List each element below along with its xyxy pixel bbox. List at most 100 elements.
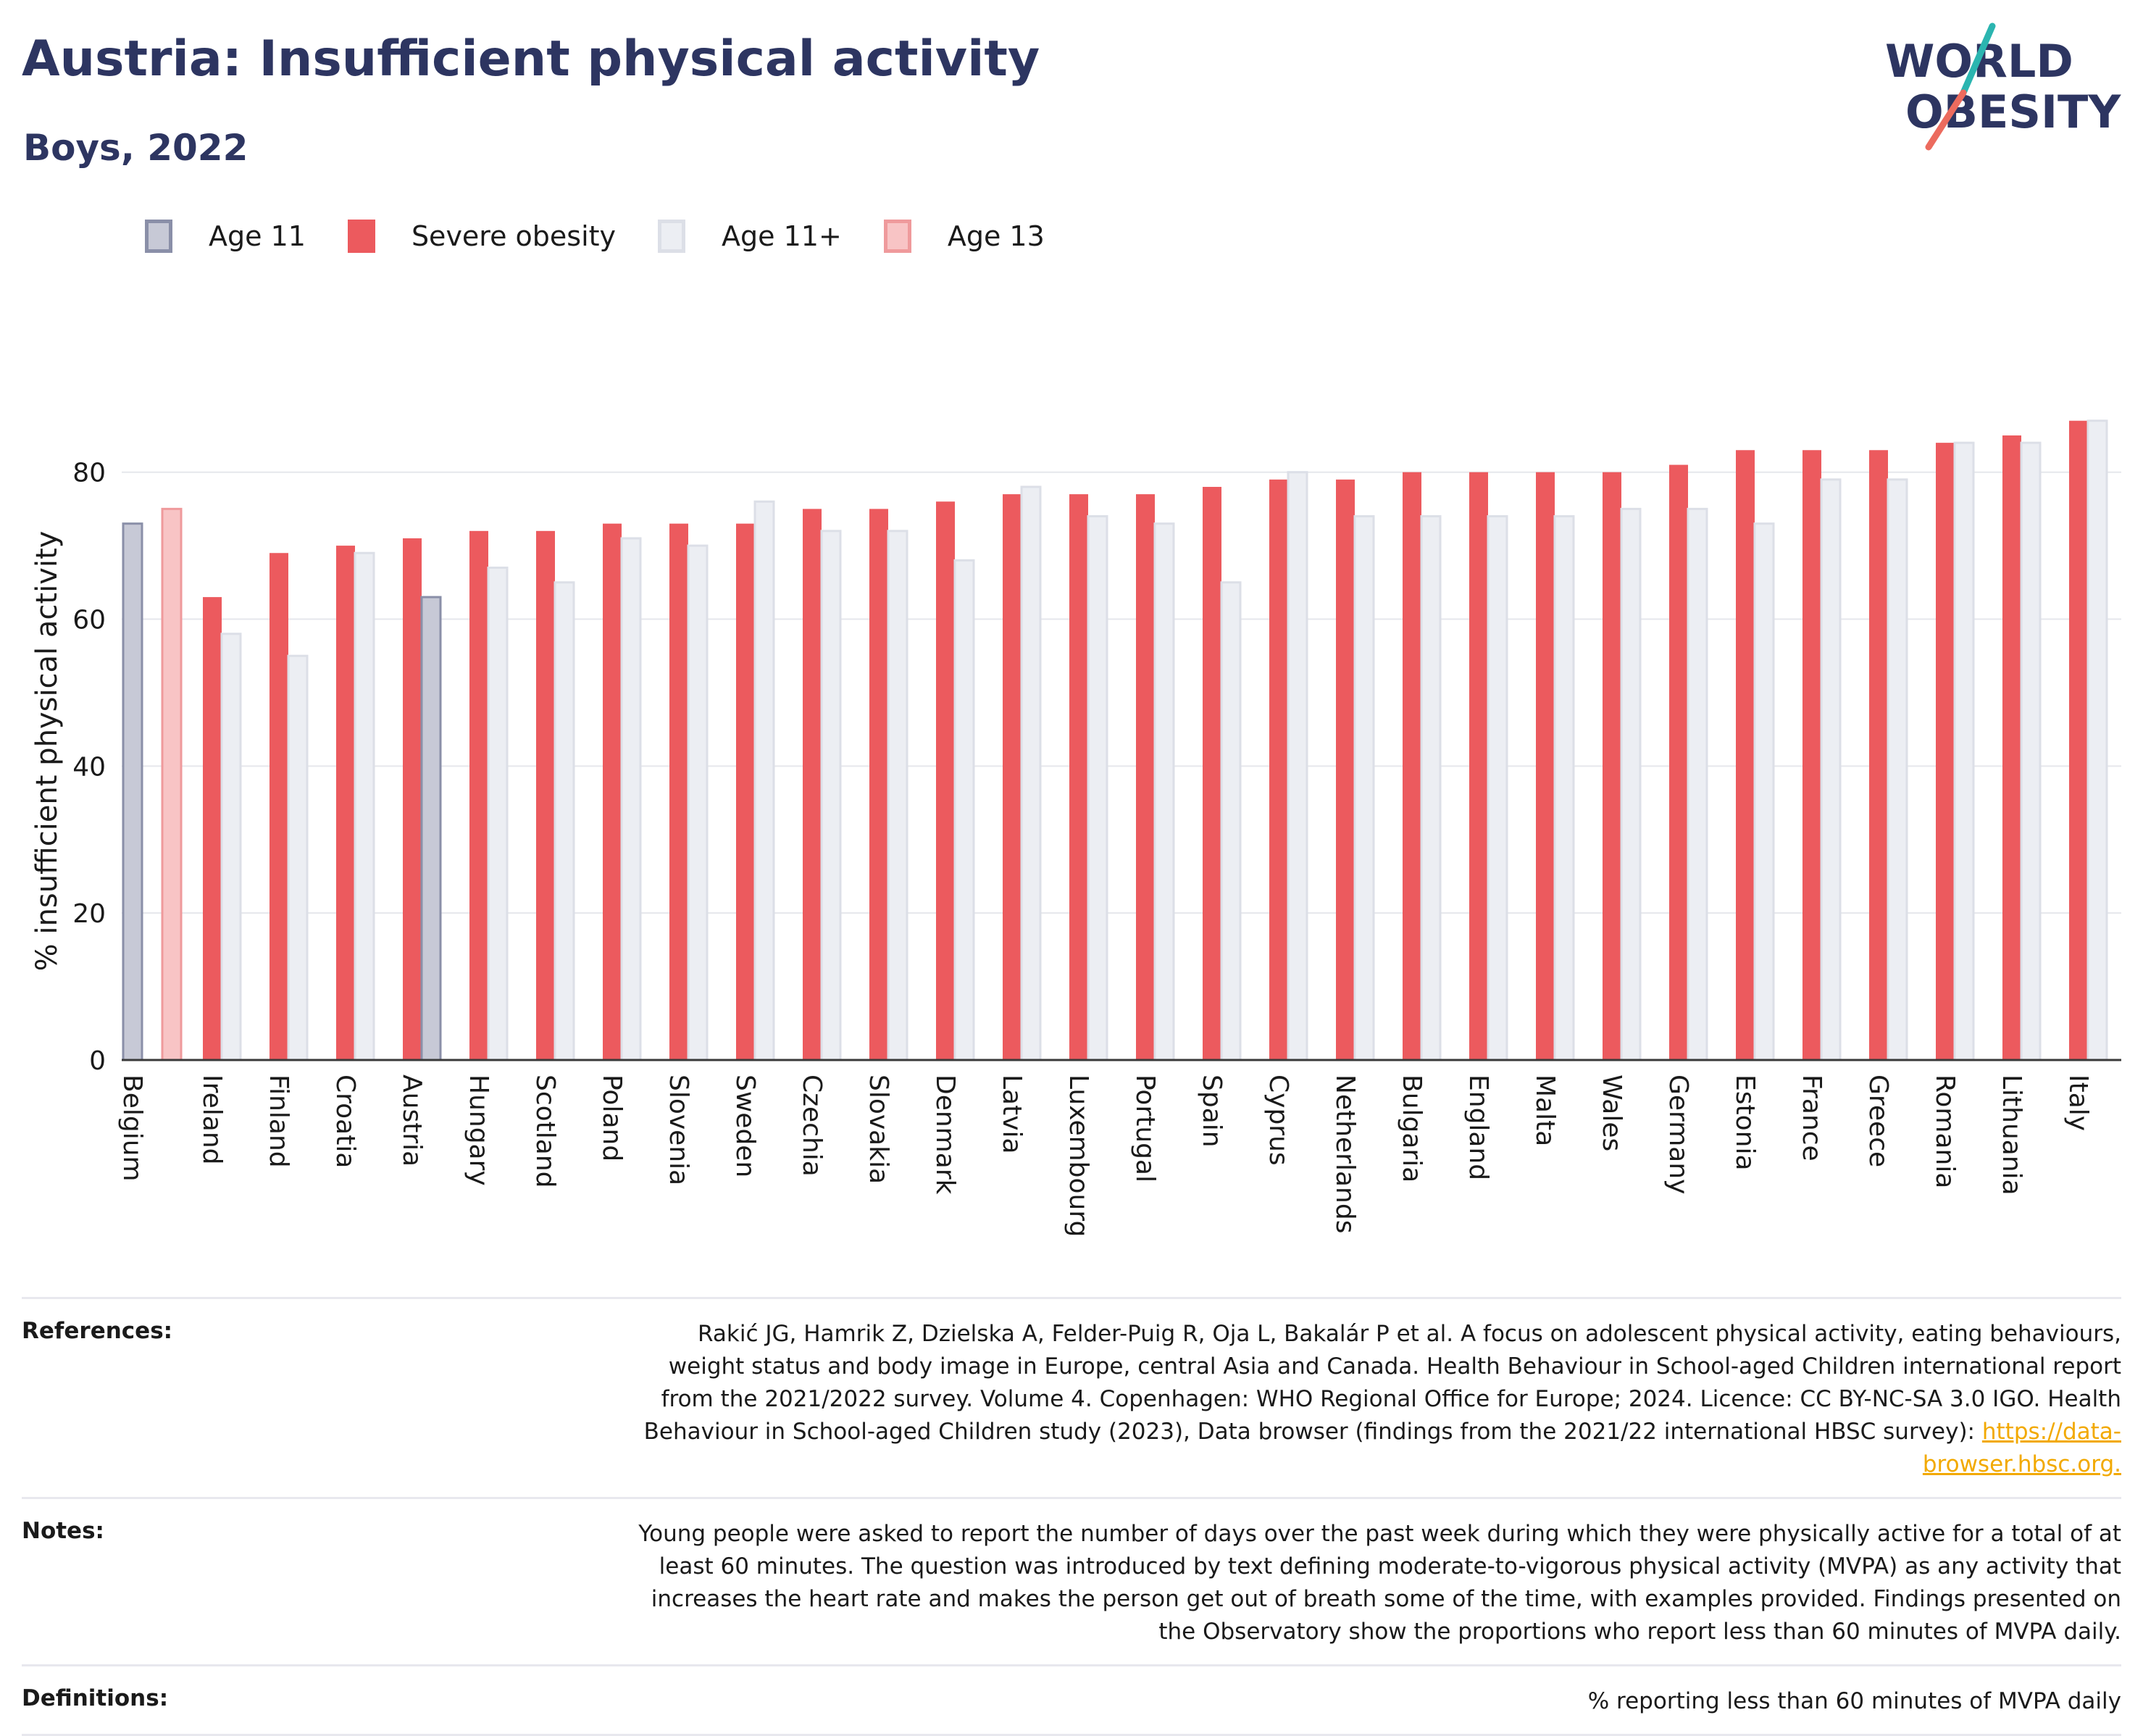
x-tick-label: Bulgaria — [1397, 1074, 1426, 1182]
definitions-label: Definitions: — [22, 1685, 169, 1711]
x-tick-label: Poland — [597, 1074, 627, 1161]
bar-severe-obesity-malta — [1536, 472, 1555, 1060]
bar-age-11--finland — [287, 654, 309, 1061]
bar-age-11--england — [1487, 515, 1508, 1061]
references-text: Rakić JG, Hamrik Z, Dzielska A, Felder-P… — [629, 1318, 2121, 1481]
x-tick-label: Denmark — [930, 1074, 960, 1195]
x-tick-label: Malta — [1530, 1074, 1560, 1146]
legend-label-age-13: Age 13 — [947, 220, 1045, 252]
definitions-text: % reporting less than 60 minutes of MVPA… — [1587, 1688, 2121, 1714]
bar-age-11-belgium — [122, 522, 143, 1061]
x-tick-label: Wales — [1597, 1074, 1626, 1151]
bar-severe-obesity-cyprus — [1269, 479, 1288, 1060]
bar-age-13-belgium — [161, 507, 183, 1061]
legend-item-age-11[interactable]: Age 11 — [145, 220, 306, 253]
x-tick-label: Slovakia — [864, 1074, 893, 1184]
bar-age-11--slovakia — [887, 530, 908, 1061]
bar-severe-obesity-croatia — [336, 546, 355, 1060]
hbsc-data-browser-link[interactable]: https://data-browser.hbsc.org. — [1922, 1419, 2121, 1477]
y-tick-label: 80 — [72, 459, 106, 488]
bar-age-11--malta — [1553, 515, 1575, 1061]
bar-severe-obesity-denmark — [936, 501, 955, 1060]
x-tick-label: Scotland — [530, 1074, 560, 1188]
legend-label-age-11: Age 11 — [209, 220, 306, 252]
bar-age-11--bulgaria — [1420, 515, 1442, 1061]
x-tick-label: Estonia — [1730, 1074, 1760, 1171]
bar-severe-obesity-bulgaria — [1403, 472, 1421, 1060]
legend-item-severe-obesity[interactable]: Severe obesity — [347, 220, 617, 253]
y-axis-label: % insufficient physical activity — [30, 531, 64, 972]
x-tick-label: Austria — [397, 1074, 427, 1167]
x-tick-label: Sweden — [730, 1074, 760, 1177]
chart-footer: References: Rakić JG, Hamrik Z, Dzielska… — [22, 1297, 2121, 1736]
x-tick-label: Romania — [1930, 1074, 1960, 1188]
logo-slash-teal — [1960, 22, 1996, 96]
references-body: Rakić JG, Hamrik Z, Dzielska A, Felder-P… — [643, 1321, 2121, 1445]
bar-severe-obesity-netherlands — [1336, 479, 1355, 1060]
x-tick-label: Germany — [1663, 1074, 1693, 1194]
bar-severe-obesity-england — [1469, 472, 1488, 1060]
x-tick-label: Lithuania — [1997, 1074, 2026, 1195]
x-tick-label: Luxembourg — [1064, 1074, 1093, 1237]
legend-swatch-severe-obesity — [347, 220, 375, 253]
bar-age-11--germany — [1687, 507, 1708, 1061]
bar-severe-obesity-lithuania — [2002, 435, 2021, 1060]
bar-age-11--poland — [620, 537, 642, 1061]
x-tick-label: Croatia — [330, 1074, 360, 1168]
world-obesity-logo: WORLD OBESITY — [1885, 22, 2121, 151]
x-tick-label: Netherlands — [1330, 1074, 1360, 1233]
legend-label-severe-obesity: Severe obesity — [411, 220, 617, 252]
bar-severe-obesity-spain — [1203, 486, 1221, 1060]
x-tick-label: Spain — [1197, 1074, 1227, 1148]
notes-row: Notes: Young people were asked to report… — [22, 1497, 2121, 1664]
bar-age-11--scotland — [553, 581, 575, 1061]
bar-severe-obesity-romania — [1936, 443, 1955, 1060]
bar-age-11--portugal — [1153, 522, 1175, 1061]
bar-age-11--slovenia — [687, 544, 709, 1061]
references-row: References: Rakić JG, Hamrik Z, Dzielska… — [22, 1297, 2121, 1497]
bar-severe-obesity-germany — [1669, 464, 1688, 1060]
notes-label: Notes: — [22, 1518, 104, 1544]
bar-severe-obesity-italy — [2069, 420, 2088, 1060]
bar-age-11--sweden — [753, 500, 775, 1061]
bar-severe-obesity-ireland — [203, 597, 222, 1060]
legend-item-age-11-plus[interactable]: Age 11+ — [658, 220, 842, 253]
bar-severe-obesity-estonia — [1736, 450, 1755, 1060]
bar-severe-obesity-poland — [603, 523, 622, 1060]
x-tick-label: Czechia — [797, 1074, 827, 1177]
y-tick-label: 60 — [72, 606, 106, 635]
bar-age-11--estonia — [1753, 522, 1775, 1061]
x-tick-label: Italy — [2063, 1074, 2093, 1131]
bar-age-11--luxembourg — [1087, 515, 1108, 1061]
bar-age-11--greece — [1887, 478, 1908, 1061]
bar-severe-obesity-france — [1802, 450, 1821, 1060]
legend-swatch-age-11-plus — [658, 220, 686, 253]
bar-chart: 0 20 40 60 80 % insufficient physical activit… — [30, 420, 2121, 1237]
bar-severe-obesity-slovenia — [669, 523, 688, 1060]
bar-age-11--italy — [2086, 420, 2108, 1061]
x-tick-label: England — [1463, 1074, 1493, 1180]
bar-age-11--croatia — [354, 551, 375, 1061]
bar-severe-obesity-hungary — [469, 530, 488, 1060]
x-tick-label: Greece — [1863, 1074, 1893, 1167]
bar-age-11--ireland — [220, 633, 242, 1061]
bar-severe-obesity-latvia — [1003, 494, 1022, 1060]
bar-age-11--latvia — [1020, 485, 1042, 1061]
chart-legend: Age 11 Severe obesity Age 11+ Age 13 — [145, 214, 1087, 258]
bar-severe-obesity-slovakia — [869, 509, 888, 1060]
x-tick-label: Cyprus — [1263, 1074, 1293, 1166]
bar-age-11--hungary — [487, 567, 509, 1061]
chart-subtitle: Boys, 2022 — [23, 127, 248, 169]
legend-swatch-age-13 — [883, 220, 911, 253]
bar-age-11--romania — [1953, 441, 1975, 1061]
bar-age-11--cyprus — [1287, 471, 1308, 1061]
bar-severe-obesity-portugal — [1136, 494, 1155, 1060]
y-tick-label: 40 — [72, 752, 106, 782]
bar-age-11-austria — [420, 596, 442, 1061]
bar-age-11--france — [1820, 478, 1842, 1061]
x-tick-label: Slovenia — [664, 1074, 693, 1185]
bar-age-11--wales — [1620, 507, 1642, 1061]
references-label: References: — [22, 1318, 173, 1344]
legend-swatch-age-11 — [145, 220, 172, 253]
legend-item-age-13[interactable]: Age 13 — [883, 220, 1045, 253]
